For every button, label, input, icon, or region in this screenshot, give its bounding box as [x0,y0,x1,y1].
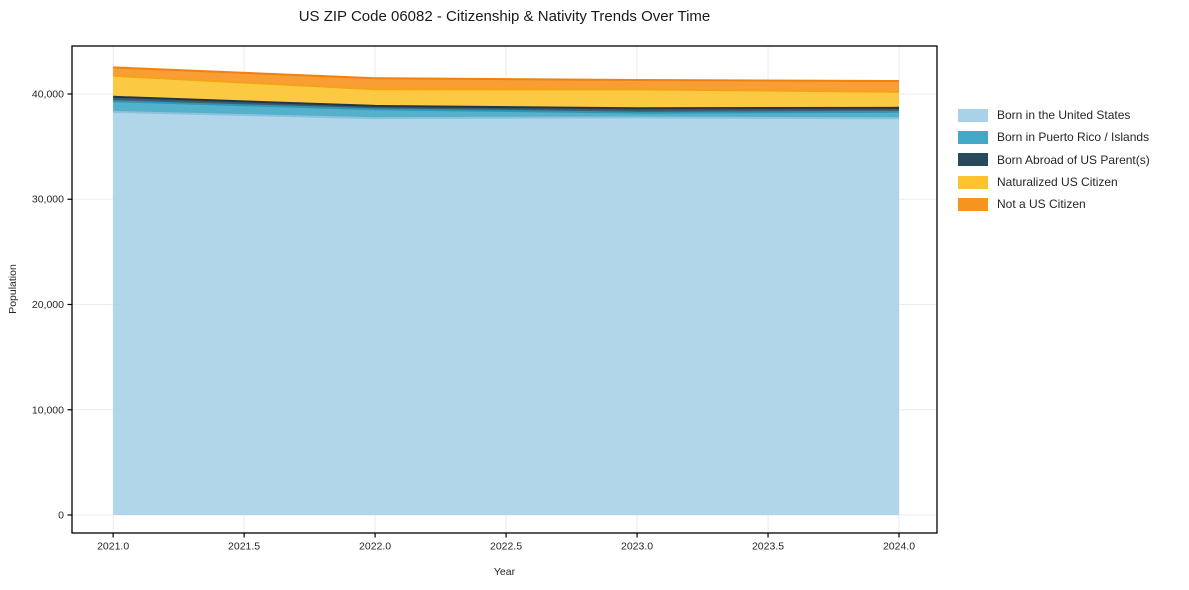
legend-label: Naturalized US Citizen [997,175,1118,190]
area-edge-2 [113,95,900,110]
legend-label: Born in Puerto Rico / Islands [997,130,1150,145]
y-tick-label: 40,000 [32,88,64,100]
x-tick-label: 2022.0 [359,541,391,553]
legend-item-0: Born in the United States [958,104,1150,126]
y-tick-label: 20,000 [32,299,64,311]
area-edge-1 [113,100,900,114]
area-band-1 [113,101,900,119]
legend-label: Born Abroad of US Parent(s) [997,152,1150,167]
legend-item-1: Born in Puerto Rico / Islands [958,126,1150,148]
area-edge-3 [113,74,900,93]
legend-label: Born in the United States [997,108,1131,123]
legend-swatch-icon [958,153,988,167]
y-axis-label: Population [7,264,19,314]
legend: Born in the United States Born in Puerto … [958,104,1150,215]
area-band-3 [113,75,900,109]
area-band-0 [113,111,900,516]
y-tick-label: 0 [58,510,64,522]
area-edge-4 [113,66,900,82]
legend-swatch-icon [958,108,988,122]
legend-swatch-icon [958,130,988,144]
x-tick-label: 2023.5 [752,541,784,553]
legend-item-3: Naturalized US Citizen [958,171,1150,193]
x-tick-label: 2024.0 [883,541,915,553]
plot-frame [71,45,938,534]
y-tick-label: 30,000 [32,194,64,206]
legend-item-4: Not a US Citizen [958,193,1150,215]
legend-swatch-icon [958,197,988,211]
x-tick-label: 2022.5 [490,541,522,553]
x-tick-label: 2023.0 [621,541,653,553]
x-tick-label: 2021.5 [228,541,260,553]
x-tick-label: 2021.0 [97,541,129,553]
legend-item-2: Born Abroad of US Parent(s) [958,149,1150,171]
area-edge-0 [113,110,900,120]
legend-swatch-icon [958,175,988,189]
x-axis-label: Year [493,566,516,578]
chart-title: US ZIP Code 06082 - Citizenship & Nativi… [298,8,711,25]
legend-label: Not a US Citizen [997,197,1086,212]
y-tick-label: 10,000 [32,404,64,416]
